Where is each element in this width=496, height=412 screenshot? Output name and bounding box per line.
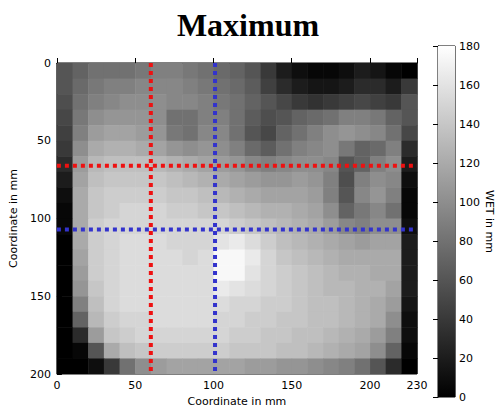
svg-text:0: 0 — [53, 379, 60, 392]
svg-text:Maximum: Maximum — [177, 7, 320, 43]
svg-text:100: 100 — [459, 196, 480, 209]
svg-text:100: 100 — [30, 212, 51, 225]
svg-text:Coordinate in mm: Coordinate in mm — [188, 395, 287, 408]
svg-text:60: 60 — [459, 274, 473, 287]
svg-text:230: 230 — [407, 379, 428, 392]
svg-text:120: 120 — [459, 157, 480, 170]
svg-text:160: 160 — [459, 79, 480, 92]
svg-text:200: 200 — [360, 379, 381, 392]
svg-text:150: 150 — [281, 379, 302, 392]
svg-text:Coordinate in mm: Coordinate in mm — [7, 169, 20, 268]
svg-text:140: 140 — [459, 118, 480, 131]
svg-text:150: 150 — [30, 290, 51, 303]
svg-text:40: 40 — [459, 313, 473, 326]
svg-text:50: 50 — [37, 134, 51, 147]
svg-text:0: 0 — [459, 391, 466, 404]
svg-text:50: 50 — [128, 379, 142, 392]
svg-text:100: 100 — [203, 379, 224, 392]
svg-text:180: 180 — [459, 40, 480, 53]
svg-text:200: 200 — [30, 368, 51, 381]
svg-text:80: 80 — [459, 235, 473, 248]
svg-text:WET in mm: WET in mm — [483, 190, 496, 253]
svg-text:0: 0 — [44, 57, 51, 70]
svg-text:20: 20 — [459, 352, 473, 365]
